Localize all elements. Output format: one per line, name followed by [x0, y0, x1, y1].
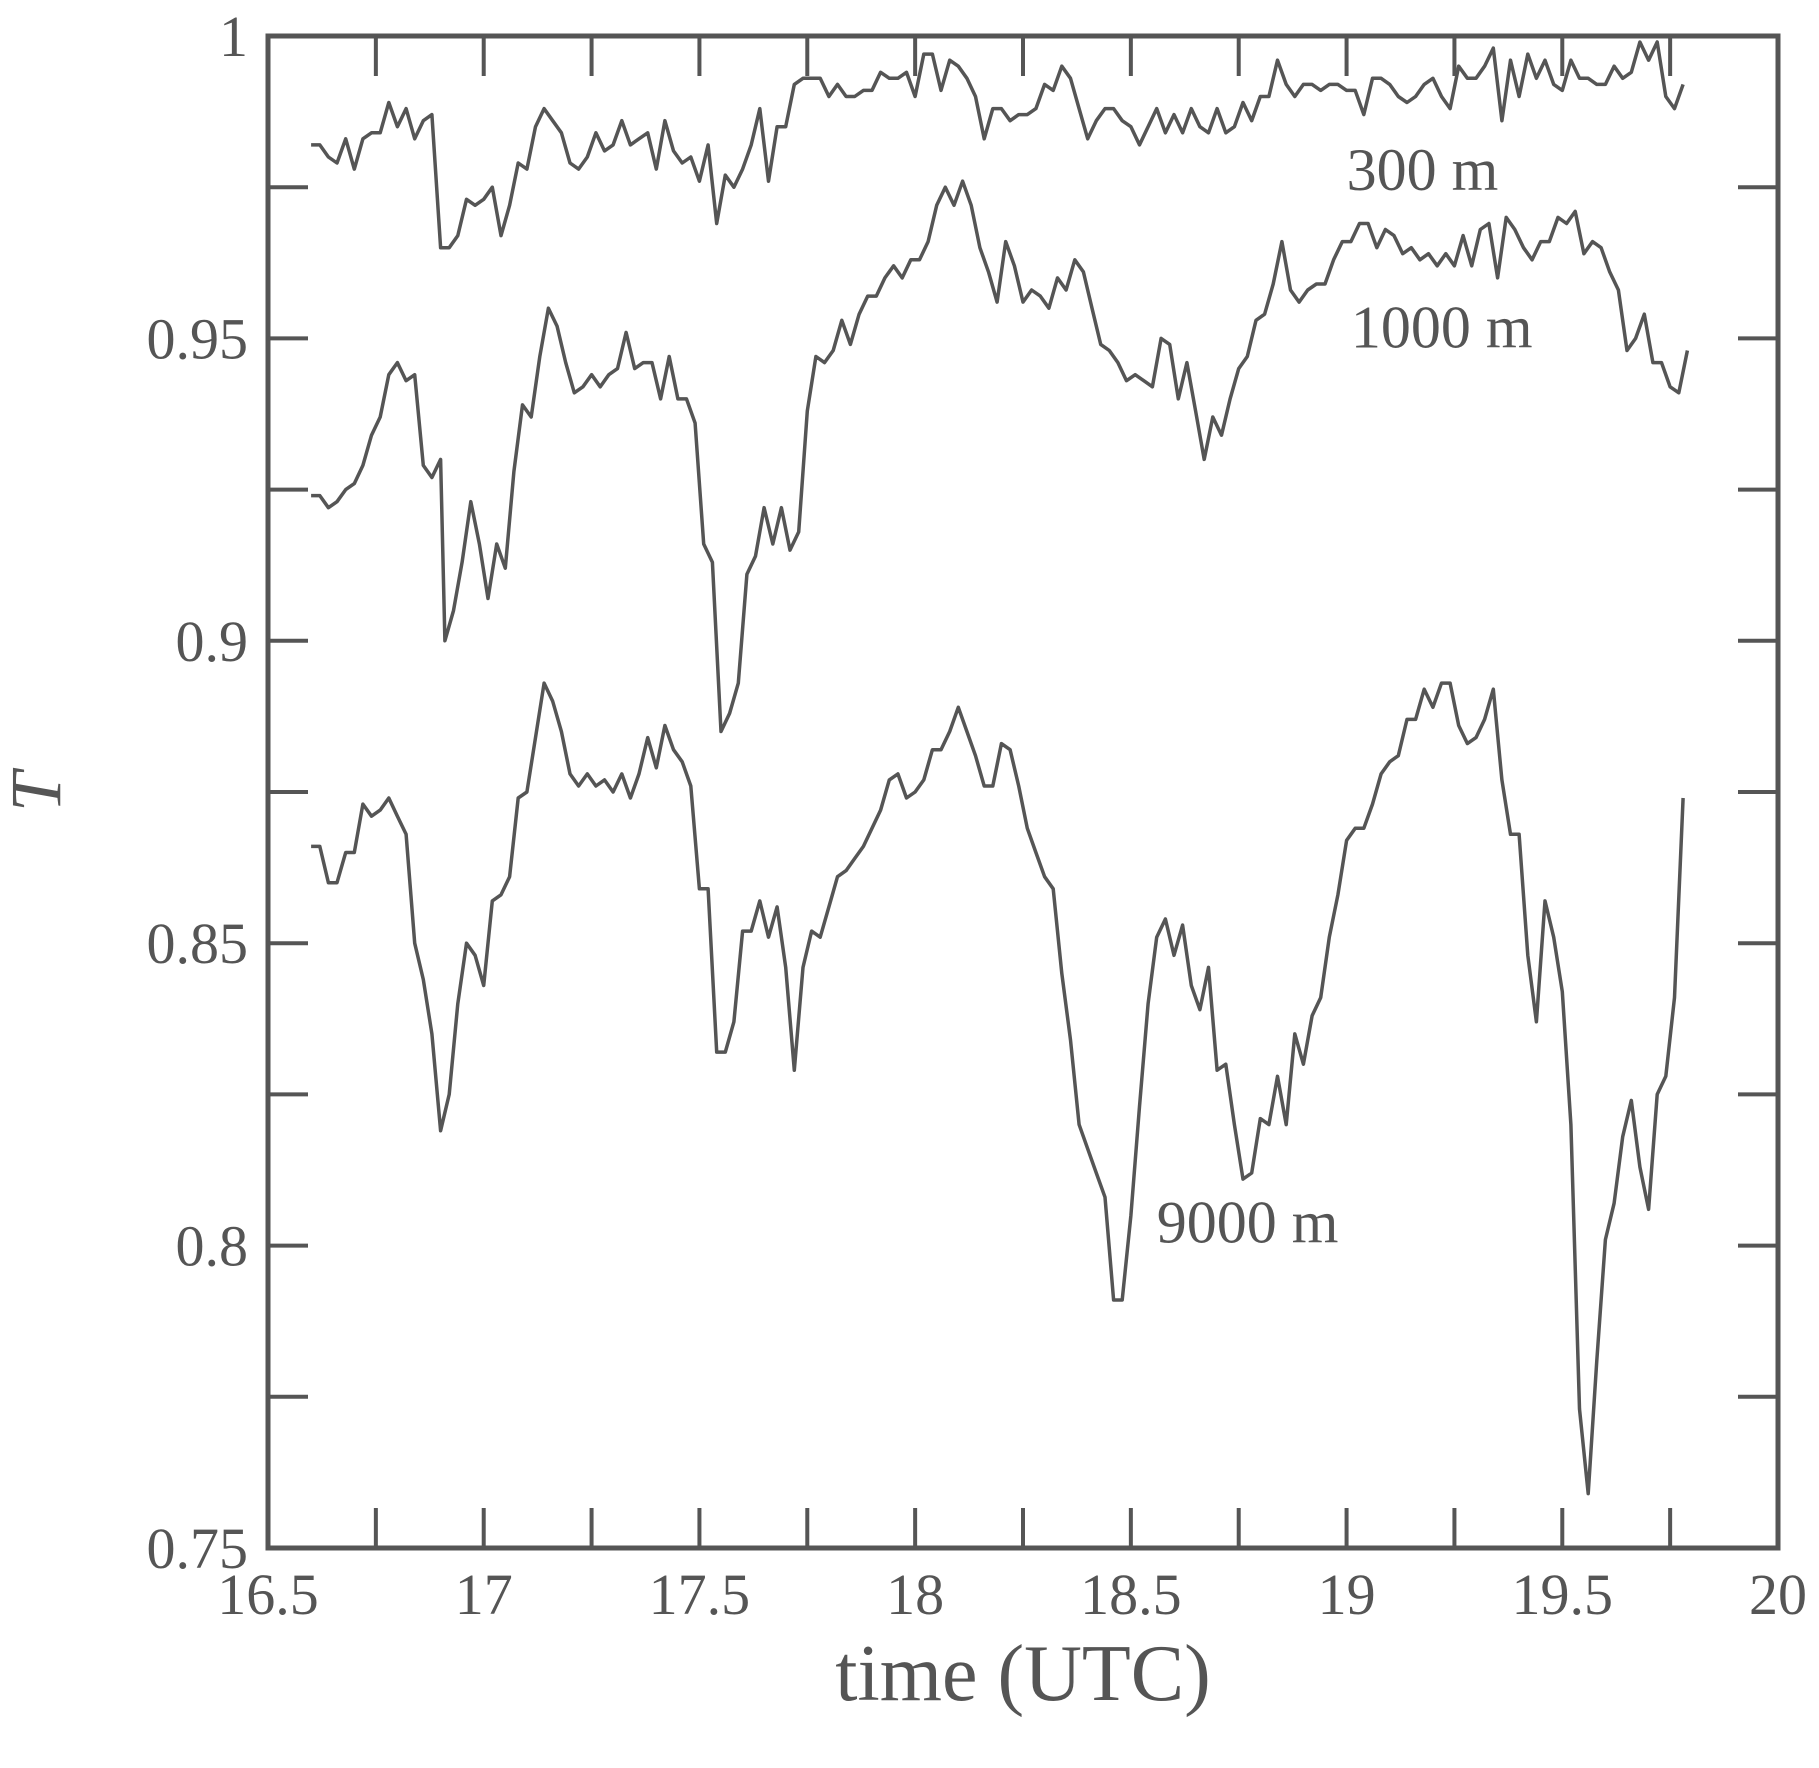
x-tick-label: 18.5 [1080, 1562, 1182, 1627]
y-tick-label: 0.75 [147, 1516, 249, 1581]
series-label: 1000 m [1351, 294, 1533, 360]
x-tick-label: 19.5 [1512, 1562, 1614, 1627]
x-tick-label: 18 [886, 1562, 944, 1627]
y-tick-label: 0.8 [176, 1214, 249, 1279]
series-labels: 300 m 1000 m 9000 m [1157, 137, 1533, 1255]
axis-tick-labels: 16.5 17 17.5 18 18.5 19 19.5 20 0.75 0.8 0.85 0.9 0.… [147, 4, 1808, 1627]
series-line-300m [311, 40, 1685, 250]
x-tick-label: 20 [1749, 1562, 1807, 1627]
axis-ticks [266, 34, 1780, 1550]
x-tick-label: 16.5 [217, 1562, 319, 1627]
series-line-9000m [311, 681, 1685, 1496]
y-tick-label: 0.9 [176, 609, 249, 674]
series-line-1000m [311, 179, 1690, 734]
y-axis-title: T [0, 767, 76, 812]
series-label: 300 m [1347, 137, 1499, 203]
y-tick-label: 0.95 [147, 306, 249, 371]
x-tick-label: 19 [1318, 1562, 1376, 1627]
y-tick-label: 0.85 [147, 911, 249, 976]
series-lines [311, 40, 1690, 1496]
x-tick-label: 17.5 [649, 1562, 751, 1627]
x-tick-label: 17 [455, 1562, 513, 1627]
series-label: 9000 m [1157, 1190, 1339, 1256]
y-tick-label: 1 [219, 4, 248, 69]
plot-frame [265, 33, 1781, 1551]
x-axis-title: time (UTC) [835, 1630, 1210, 1718]
